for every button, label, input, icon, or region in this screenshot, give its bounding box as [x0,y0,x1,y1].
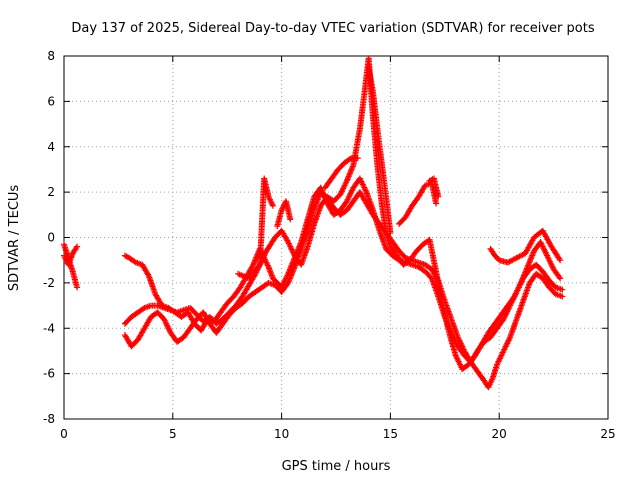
data-point [435,193,442,200]
data-point [255,262,262,269]
series-4 [121,189,566,391]
x-tick-label: 25 [600,427,615,441]
chart-title: Day 137 of 2025, Sidereal Day-to-day VTE… [71,21,594,36]
data-point [559,286,566,293]
data-point [556,255,563,262]
x-tick-label: 0 [60,427,68,441]
data-point [387,229,394,236]
y-tick-label: 0 [47,231,55,245]
x-tick-label: 5 [169,427,177,441]
data-point [346,156,353,163]
y-tick-label: 6 [47,94,55,108]
series-1 [61,243,81,268]
y-tick-label: 8 [47,49,55,63]
x-tick-labels: 0 5 10 15 20 25 [60,427,615,441]
grid [63,55,609,420]
x-tick-label: 10 [274,427,289,441]
y-tick-label: 4 [47,140,55,154]
y-tick-labels: -8 -6 -4 -2 0 2 4 6 8 [43,49,55,426]
data-points [61,55,566,391]
x-tick-label: 15 [383,427,398,441]
data-point [557,275,564,282]
data-point [557,257,564,264]
series-7 [322,155,361,191]
y-axis-label: SDTVAR / TECUs [7,185,22,292]
data-point [73,244,80,251]
y-tick-label: -6 [43,367,55,381]
x-tick-label: 20 [492,427,507,441]
series-11 [487,227,564,266]
series-9 [396,180,440,227]
data-point [287,216,294,223]
y-tick-label: -8 [43,412,55,426]
plot-frame [63,55,609,420]
x-axis-label: GPS time / hours [282,459,391,474]
series-5 [235,175,276,282]
data-point [269,202,276,209]
data-point [433,200,440,207]
y-tick-label: 2 [47,185,55,199]
data-point [74,243,81,250]
data-point [354,155,361,162]
data-point [556,274,563,281]
y-tick-label: -4 [43,321,55,335]
data-point [559,293,566,300]
series-6 [274,198,294,230]
data-point [74,284,81,291]
series-8 [365,64,394,236]
series-10 [426,175,442,200]
y-tick-label: -2 [43,276,55,290]
